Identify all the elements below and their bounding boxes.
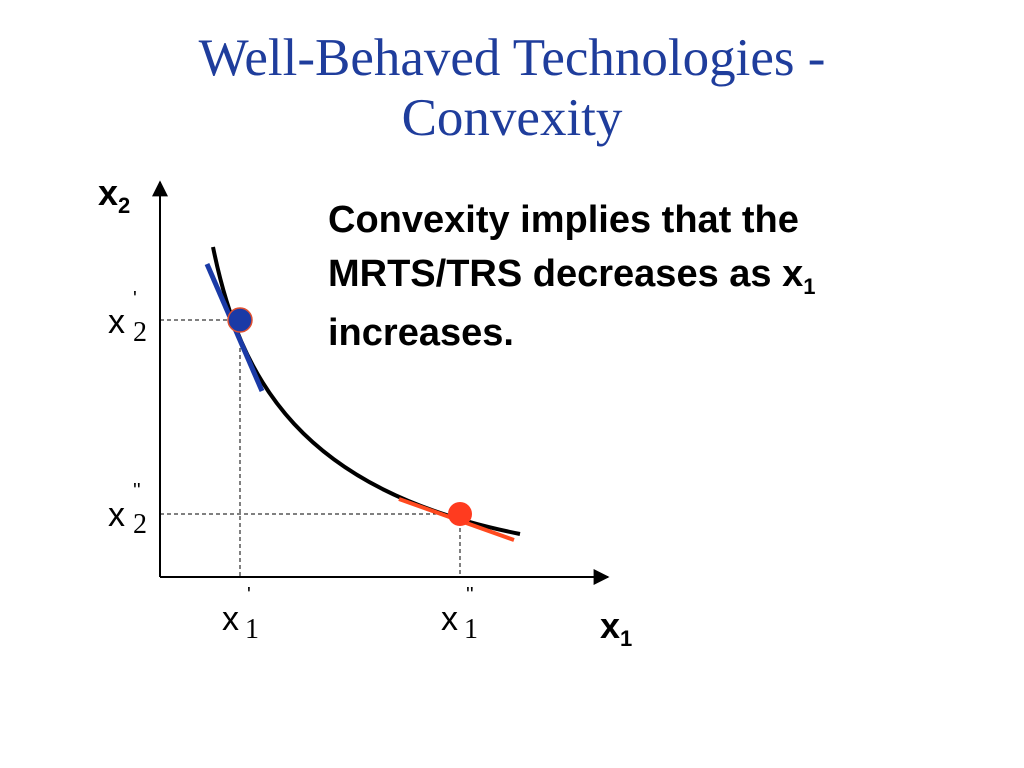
tick-label-x1-prime: x ' 1 <box>222 584 259 645</box>
y-axis-label: x2 <box>98 172 130 218</box>
caption-text: Convexity implies that the MRTS/TRS decr… <box>328 193 968 360</box>
caption-line-3: increases. <box>328 312 514 354</box>
tick-label-x2-double-prime: x '' 2 <box>108 480 147 540</box>
caption-line-1: Convexity implies that the <box>328 199 799 241</box>
svg-text:'': '' <box>466 584 474 606</box>
tick-label-x2-prime: x ' 2 <box>108 288 147 348</box>
svg-text:1: 1 <box>464 614 478 645</box>
svg-text:1: 1 <box>245 614 259 645</box>
svg-text:'': '' <box>133 480 141 502</box>
svg-text:x: x <box>441 600 458 638</box>
svg-text:': ' <box>247 584 251 606</box>
svg-text:x1: x1 <box>600 605 632 651</box>
svg-text:x: x <box>108 496 125 534</box>
svg-text:2: 2 <box>133 317 147 348</box>
slide-title: Well-Behaved Technologies - Convexity <box>0 28 1024 148</box>
tick-label-x1-double-prime: x '' 1 <box>441 584 478 645</box>
point-x-double-prime <box>448 502 472 526</box>
caption-line-2: MRTS/TRS decreases as x1 <box>328 253 816 299</box>
svg-text:x2: x2 <box>98 172 130 218</box>
svg-text:x: x <box>222 600 239 638</box>
title-line-2: Convexity <box>401 89 623 147</box>
svg-text:2: 2 <box>133 509 147 540</box>
title-line-1: Well-Behaved Technologies - <box>198 29 826 87</box>
x-axis-label: x1 <box>600 605 632 651</box>
svg-text:x: x <box>108 303 125 341</box>
point-x-prime <box>227 307 253 333</box>
svg-text:': ' <box>133 288 137 310</box>
